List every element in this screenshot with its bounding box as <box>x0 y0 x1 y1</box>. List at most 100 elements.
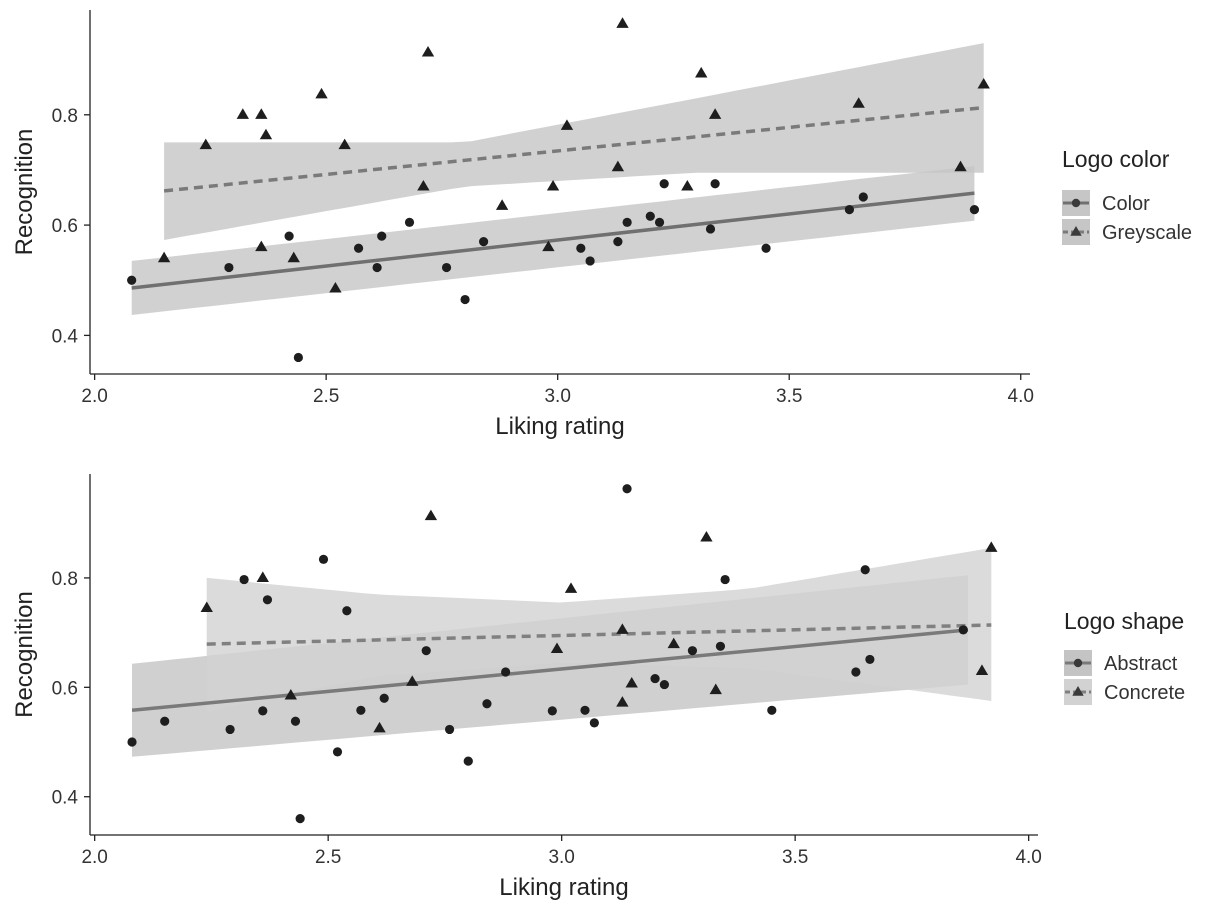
x-tick-label: 2.0 <box>81 386 107 407</box>
data-point-concrete <box>985 541 998 552</box>
legend-key-marker <box>1070 226 1082 236</box>
legend-label-color: Color <box>1102 193 1150 215</box>
data-point-greyscale <box>329 282 342 293</box>
data-point-concrete <box>700 530 713 542</box>
data-point-greyscale <box>255 108 268 119</box>
legend-key-marker <box>1071 198 1081 208</box>
data-point-abstract <box>547 706 557 716</box>
y-axis-title: Recognition <box>11 129 38 256</box>
legend-title: Logo color <box>1062 146 1170 172</box>
fit-line-color <box>131 191 975 290</box>
legend-label-abstract: Abstract <box>1104 653 1178 675</box>
data-point-color <box>710 179 720 189</box>
fit-line-abstract <box>131 628 969 713</box>
legend-title: Logo shape <box>1064 608 1184 634</box>
data-point-abstract <box>865 654 875 665</box>
data-point-greyscale <box>560 119 574 130</box>
data-point-abstract <box>482 699 492 709</box>
data-point-abstract <box>421 646 431 656</box>
data-point-greyscale <box>421 45 435 57</box>
data-point-abstract <box>715 641 726 651</box>
x-tick-label: 3.0 <box>548 847 574 868</box>
data-point-abstract <box>318 554 329 564</box>
data-point-color <box>659 179 669 189</box>
data-point-color <box>761 243 771 253</box>
data-point-abstract <box>958 625 968 635</box>
y-tick-label: 0.6 <box>52 678 78 699</box>
data-point-concrete <box>550 642 564 654</box>
data-point-greyscale <box>338 138 351 150</box>
data-point-concrete <box>616 623 629 634</box>
data-point-color <box>705 224 716 234</box>
x-tick-label: 2.5 <box>313 386 339 407</box>
data-point-color <box>844 205 855 215</box>
chart-panel-1: 2.0 2.5 3.0 3.5 4.0 0.4 0.6 0.8 Liking rating Rec… <box>11 10 1192 440</box>
data-point-greyscale <box>199 138 212 150</box>
data-point-abstract <box>127 737 137 747</box>
data-point-greyscale <box>546 179 560 191</box>
data-point-concrete <box>709 683 722 695</box>
data-point-color <box>576 243 586 253</box>
data-point-color <box>858 192 868 202</box>
legend-key-marker <box>1073 658 1083 668</box>
data-point-greyscale <box>954 160 967 172</box>
data-point-greyscale <box>852 97 865 108</box>
x-tick-label: 3.0 <box>544 386 570 407</box>
data-point-color <box>293 352 303 363</box>
data-point-concrete <box>373 721 386 733</box>
data-point-greyscale <box>611 160 625 172</box>
data-point-abstract <box>767 705 777 715</box>
data-point-concrete <box>616 696 629 707</box>
data-point-greyscale <box>695 66 708 78</box>
data-point-abstract <box>444 724 455 735</box>
data-point-abstract <box>295 813 305 824</box>
data-point-color <box>969 205 980 215</box>
data-point-abstract <box>332 747 343 757</box>
data-point-color <box>441 262 452 273</box>
data-point-abstract <box>580 705 590 715</box>
y-tick-label: 0.4 <box>52 326 79 347</box>
data-point-concrete <box>256 571 269 582</box>
data-point-color <box>127 275 137 285</box>
data-point-abstract <box>501 667 511 677</box>
data-point-concrete <box>406 675 419 686</box>
data-point-abstract <box>262 595 273 605</box>
data-point-color <box>622 217 632 227</box>
data-point-abstract <box>463 756 473 766</box>
data-point-concrete <box>625 676 638 688</box>
data-point-greyscale <box>542 240 555 252</box>
x-axis-title: Liking rating <box>499 874 628 901</box>
data-point-abstract <box>379 693 389 703</box>
data-point-color <box>377 231 387 241</box>
data-point-abstract <box>160 716 170 726</box>
data-point-abstract <box>720 574 730 585</box>
x-axis-title: Liking rating <box>495 413 624 440</box>
data-point-abstract <box>851 667 861 677</box>
data-point-abstract <box>342 606 352 616</box>
data-point-concrete <box>424 509 438 521</box>
x-tick-label: 4.0 <box>1008 386 1034 407</box>
data-point-greyscale <box>616 17 629 28</box>
data-point-abstract <box>356 705 366 715</box>
data-point-greyscale <box>157 251 171 263</box>
data-point-greyscale <box>681 179 694 191</box>
data-point-abstract <box>589 718 599 728</box>
confidence-band-greyscale <box>164 43 984 240</box>
data-point-concrete <box>667 637 680 649</box>
data-point-greyscale <box>259 128 273 140</box>
data-point-greyscale <box>708 108 722 119</box>
data-point-abstract <box>622 484 632 494</box>
data-point-color <box>460 294 470 305</box>
confidence-band-concrete <box>206 547 992 712</box>
data-point-abstract <box>239 574 249 585</box>
data-point-abstract <box>650 673 660 684</box>
data-point-abstract <box>290 716 301 726</box>
data-point-color <box>645 211 655 221</box>
y-axis-title: Recognition <box>11 591 38 718</box>
data-point-abstract <box>225 724 235 735</box>
data-point-abstract <box>860 565 870 575</box>
y-tick-label: 0.6 <box>52 216 78 237</box>
data-point-abstract <box>258 706 268 716</box>
data-point-greyscale <box>977 77 990 89</box>
legend-key-marker <box>1072 686 1084 696</box>
